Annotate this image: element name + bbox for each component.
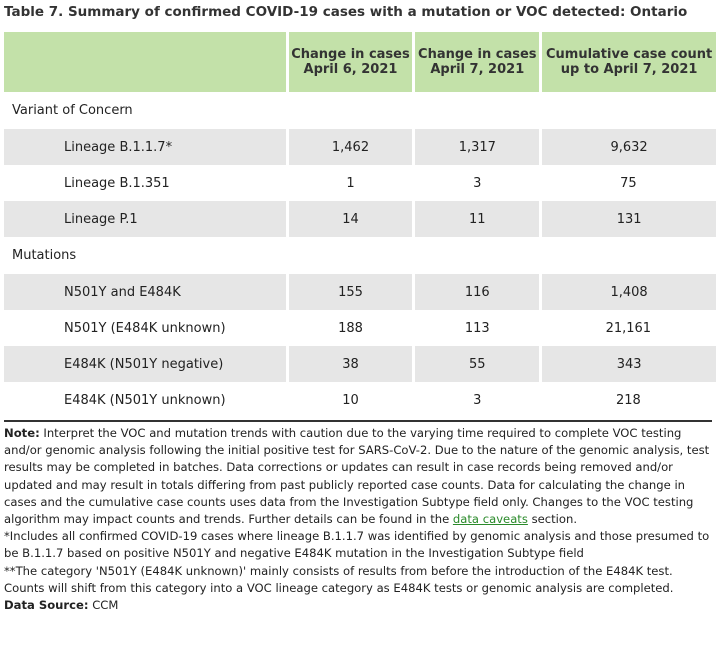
value-cell: 343 — [539, 346, 716, 382]
header-cell — [4, 30, 288, 92]
section-label: Variant of Concern — [12, 103, 133, 118]
summary-table: Change in cases April 6, 2021 Change in ca… — [4, 30, 716, 418]
value-cell: 113 — [464, 320, 490, 336]
header-cell: Change in cases April 7, 2021 — [412, 30, 541, 92]
value-cell: 155 — [285, 274, 414, 310]
header-cell: Cumulative case count up to April 7, 2021 — [539, 30, 716, 92]
data-row: E484K (N501Y unknown) 10 3 218 — [4, 382, 716, 418]
row-label: Lineage B.1.1.7* — [4, 129, 288, 165]
value-cell: 218 — [615, 392, 641, 408]
data-row: N501Y and E484K 155 116 1,408 — [4, 274, 716, 310]
value-cell: 1 — [346, 175, 355, 191]
row-label: Lineage B.1.351 — [64, 175, 170, 191]
value-cell: 55 — [412, 346, 541, 382]
header-line: Change in cases — [291, 47, 410, 62]
header-cell: Change in cases April 6, 2021 — [285, 30, 414, 92]
header-line: Cumulative case count — [545, 47, 713, 62]
header-line: up to April 7, 2021 — [560, 62, 698, 77]
data-source: Data Source: CCM — [4, 597, 712, 614]
header-line: April 6, 2021 — [303, 62, 398, 77]
header-line: Change in cases — [418, 47, 537, 62]
value-cell: 131 — [539, 201, 716, 237]
value-cell: 116 — [412, 274, 541, 310]
row-label: E484K (N501Y negative) — [4, 346, 288, 382]
data-row: Lineage B.1.351 1 3 75 — [4, 165, 716, 201]
row-label: N501Y and E484K — [4, 274, 288, 310]
source-value: CCM — [92, 598, 119, 613]
row-label: N501Y (E484K unknown) — [64, 320, 226, 336]
notes: Note: Interpret the VOC and mutation tre… — [4, 420, 712, 614]
value-cell: 9,632 — [539, 129, 716, 165]
section-label: Mutations — [12, 248, 77, 263]
value-cell: 38 — [285, 346, 414, 382]
value-cell: 75 — [620, 175, 637, 191]
section-row: Mutations — [4, 237, 716, 274]
footnote: *Includes all confirmed COVID-19 cases w… — [4, 529, 710, 561]
value-cell: 21,161 — [605, 320, 652, 336]
row-label: E484K (N501Y unknown) — [64, 392, 226, 408]
footnote: **The category 'N501Y (E484K unknown)' m… — [4, 563, 674, 595]
value-cell: 10 — [342, 392, 359, 408]
note-label: Note: — [4, 426, 40, 440]
value-cell: 14 — [285, 201, 414, 237]
value-cell: 3 — [473, 175, 482, 191]
table-title: Table 7. Summary of confirmed COVID-19 c… — [4, 4, 688, 20]
value-cell: 11 — [412, 201, 541, 237]
section-row: Variant of Concern — [4, 92, 716, 129]
value-cell: 188 — [338, 320, 363, 336]
note-text: Interpret the VOC and mutation trends wi… — [4, 426, 710, 527]
data-row: N501Y (E484K unknown) 188 113 21,161 — [4, 310, 716, 346]
header-row: Change in cases April 6, 2021 Change in ca… — [4, 30, 716, 92]
value-cell: 1,317 — [412, 129, 541, 165]
value-cell: 3 — [473, 392, 482, 408]
row-label: Lineage P.1 — [4, 201, 288, 237]
data-row: Lineage P.1 14 11 131 — [4, 201, 716, 237]
value-cell: 1,408 — [539, 274, 716, 310]
header-line: April 7, 2021 — [430, 62, 525, 77]
source-label: Data Source: — [4, 598, 89, 613]
note: Note: Interpret the VOC and mutation tre… — [4, 425, 712, 528]
note-after: section. — [531, 512, 578, 527]
data-row: E484K (N501Y negative) 38 55 343 — [4, 346, 716, 382]
value-cell: 1,462 — [285, 129, 414, 165]
note-link[interactable]: data caveats — [452, 512, 528, 527]
data-row: Lineage B.1.1.7* 1,462 1,317 9,632 — [4, 129, 716, 165]
